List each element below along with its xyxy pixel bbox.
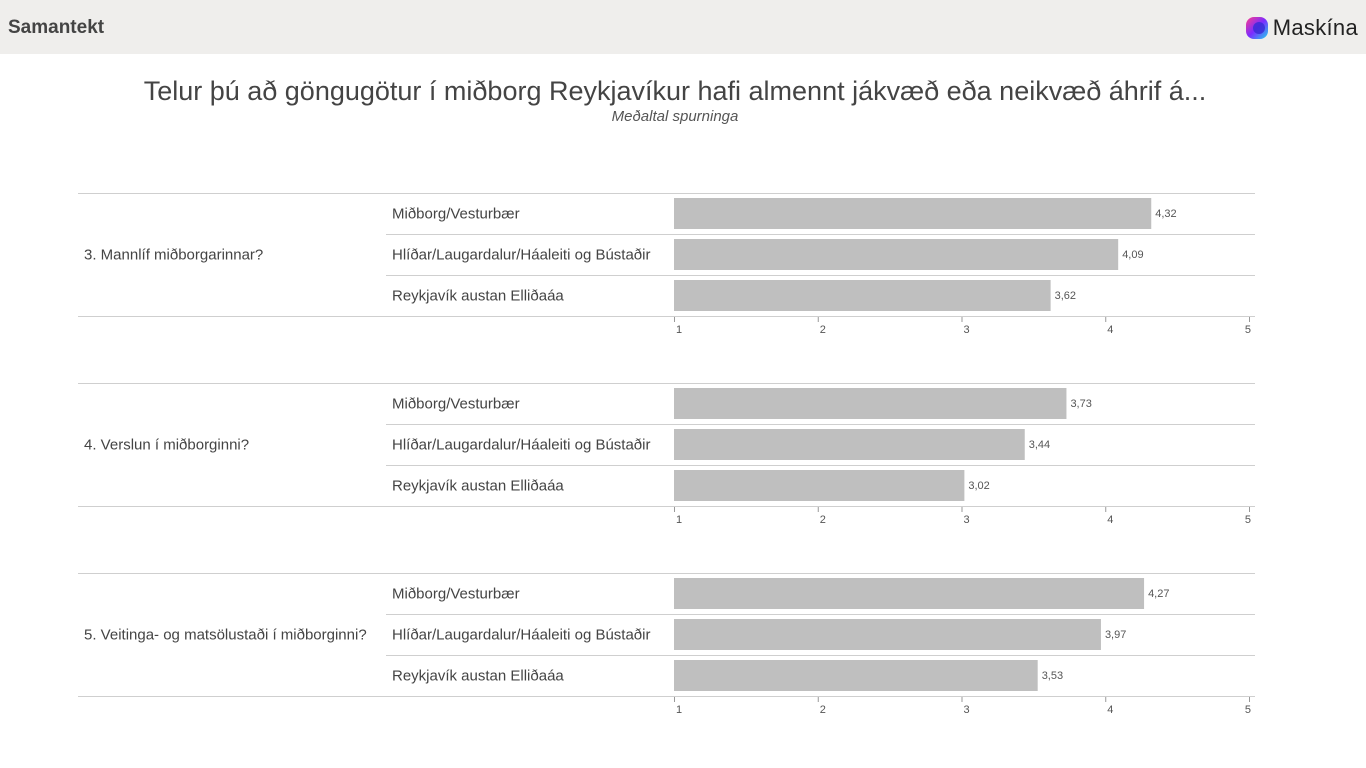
tick-label: 5 [1245,704,1251,716]
category-label: Miðborg/Vesturbær [392,586,520,603]
value-label: 4,27 [1148,588,1169,600]
tick-label: 3 [964,704,970,716]
category-label: Hlíðar/Laugardalur/Háaleiti og Bústaðir [392,627,650,644]
value-label: 3,62 [1055,290,1076,302]
chart-title: Telur þú að göngugötur í miðborg Reykjav… [143,76,1207,106]
bar [674,429,1025,460]
bar [674,239,1119,270]
maskina-logo-icon [1245,17,1268,39]
tick-label: 2 [820,514,826,526]
page-title: Samantekt [8,17,105,38]
value-label: 3,02 [968,480,989,492]
tick-label: 1 [676,514,682,526]
tick-label: 5 [1245,324,1251,336]
tick-label: 2 [820,704,826,716]
value-label: 4,09 [1122,249,1143,261]
category-label: Miðborg/Vesturbær [392,206,520,223]
tick-label: 1 [676,704,682,716]
bar [674,280,1051,311]
bar [674,470,965,501]
bar [674,198,1152,229]
value-label: 3,97 [1105,629,1126,641]
tick-label: 3 [964,514,970,526]
value-label: 3,73 [1070,398,1091,410]
bar [674,388,1067,419]
category-label: Reykjavík austan Elliðaáa [392,288,564,305]
question-label: 3. Mannlíf miðborgarinnar? [84,247,263,264]
tick-label: 1 [676,324,682,336]
value-label: 4,32 [1155,208,1176,220]
bar [674,619,1101,650]
category-label: Hlíðar/Laugardalur/Háaleiti og Bústaðir [392,247,650,264]
logo-text: Maskína [1272,15,1358,40]
bar [674,578,1145,609]
brand-logo: Maskína [1245,14,1358,42]
question-label: 4. Verslun í miðborginni? [84,437,249,454]
tick-label: 5 [1245,514,1251,526]
tick-label: 4 [1107,704,1113,716]
header-bar: Samantekt Maskína [0,0,1366,54]
category-label: Reykjavík austan Elliðaáa [392,478,564,495]
category-label: Hlíðar/Laugardalur/Háaleiti og Bústaðir [392,437,650,454]
value-label: 3,44 [1029,439,1050,451]
tick-label: 4 [1107,324,1113,336]
tick-label: 4 [1107,514,1113,526]
chart-subtitle: Meðaltal spurninga [611,108,739,125]
question-label: 5. Veitinga- og matsölustaði í miðborgin… [84,627,367,644]
category-label: Reykjavík austan Elliðaáa [392,668,564,685]
category-label: Miðborg/Vesturbær [392,396,520,413]
tick-label: 2 [820,324,826,336]
value-label: 3,53 [1042,670,1063,682]
tick-label: 3 [964,324,970,336]
bar [674,660,1038,691]
